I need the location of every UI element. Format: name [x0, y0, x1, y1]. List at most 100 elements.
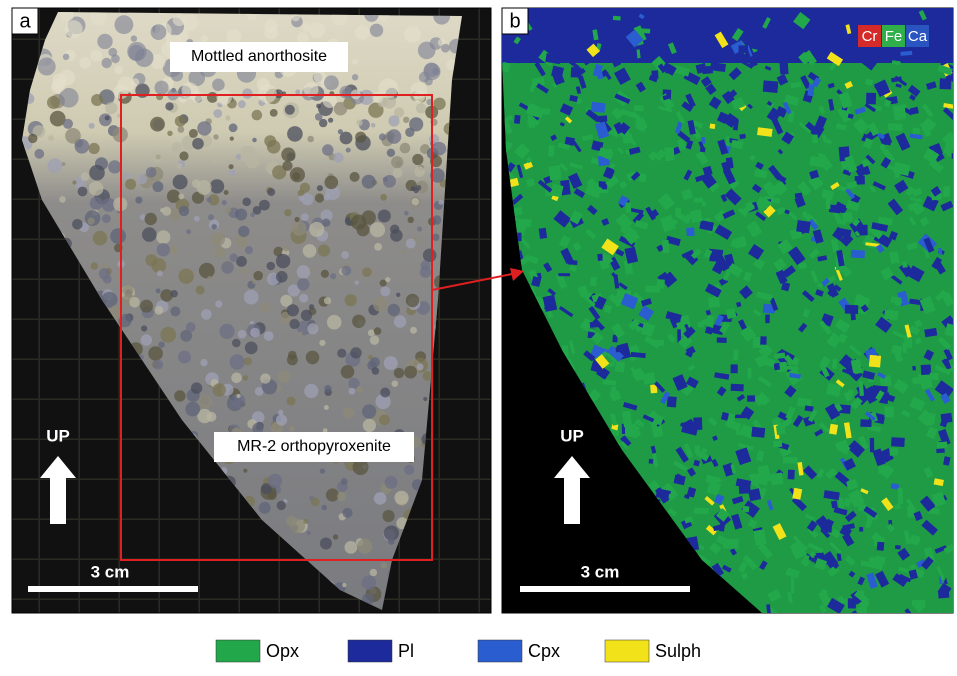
- texture-grain: [590, 322, 598, 328]
- texture-grain: [656, 21, 660, 32]
- texture-speck: [91, 94, 103, 106]
- texture-grain: [739, 134, 746, 139]
- texture-speck: [368, 355, 373, 360]
- texture-speck: [201, 35, 209, 43]
- texture-grain: [937, 442, 948, 449]
- texture-speck: [281, 148, 295, 162]
- texture-grain: [888, 123, 903, 131]
- texture-speck: [362, 404, 376, 418]
- texture-speck: [208, 214, 214, 220]
- texture-speck: [63, 54, 69, 60]
- texture-speck: [352, 59, 358, 65]
- texture-speck: [345, 294, 357, 306]
- texture-speck: [197, 121, 211, 135]
- texture-speck: [264, 331, 274, 341]
- texture-grain: [907, 506, 915, 518]
- texture-speck: [59, 196, 66, 203]
- texture-speck: [48, 135, 54, 141]
- texture-grain: [694, 507, 709, 514]
- texture-speck: [236, 394, 240, 398]
- texture-grain: [884, 407, 894, 418]
- texture-speck: [330, 273, 336, 279]
- texture-speck: [108, 160, 121, 173]
- orientation-label: UP: [46, 426, 70, 445]
- texture-speck: [380, 286, 390, 296]
- texture-speck: [417, 226, 422, 231]
- texture-speck: [135, 49, 154, 68]
- texture-speck: [132, 78, 139, 85]
- texture-grain: [739, 45, 749, 53]
- texture-speck: [385, 476, 398, 489]
- texture-grain: [829, 204, 841, 213]
- texture-grain: [548, 165, 561, 180]
- texture-speck: [211, 232, 225, 246]
- texture-speck: [151, 24, 167, 40]
- texture-grain: [577, 612, 593, 628]
- element-label: Ca: [908, 28, 928, 45]
- texture-grain: [686, 228, 694, 237]
- texture-speck: [72, 180, 76, 184]
- texture-speck: [150, 117, 165, 132]
- texture-grain: [597, 254, 603, 261]
- texture-speck: [229, 123, 238, 132]
- texture-speck: [406, 239, 416, 249]
- texture-speck: [304, 384, 318, 398]
- texture-grain: [776, 425, 786, 435]
- texture-speck: [243, 469, 247, 473]
- annotation: Mottled anorthosite: [191, 48, 327, 65]
- texture-grain: [788, 470, 795, 480]
- texture-speck: [89, 165, 105, 181]
- texture-speck: [368, 330, 375, 337]
- element-label: Cr: [862, 28, 878, 45]
- texture-speck: [301, 213, 309, 221]
- texture-speck: [388, 115, 399, 126]
- texture-speck: [342, 508, 352, 518]
- texture-grain: [779, 61, 788, 74]
- texture-speck: [146, 167, 157, 178]
- texture-speck: [373, 297, 388, 312]
- texture-grain: [626, 203, 632, 213]
- texture-speck: [370, 569, 377, 576]
- texture-grain: [915, 338, 921, 344]
- texture-speck: [175, 116, 186, 127]
- texture-speck: [406, 294, 419, 307]
- texture-speck: [140, 300, 153, 313]
- texture-speck: [333, 534, 338, 539]
- texture-speck: [250, 328, 260, 338]
- texture-grain: [930, 373, 939, 380]
- texture-grain: [702, 202, 706, 207]
- texture-speck: [258, 84, 277, 103]
- texture-speck: [89, 181, 104, 196]
- texture-grain: [859, 527, 863, 532]
- texture-grain: [760, 336, 766, 345]
- texture-grain: [921, 365, 931, 376]
- texture-speck: [80, 57, 91, 68]
- texture-grain: [613, 16, 621, 21]
- texture-speck: [423, 397, 427, 401]
- scale-label: 3 cm: [581, 562, 620, 581]
- texture-grain: [860, 419, 872, 427]
- texture-speck: [104, 190, 108, 194]
- texture-speck: [244, 357, 252, 365]
- texture-speck: [321, 270, 329, 278]
- legend-label: Cpx: [528, 641, 560, 661]
- texture-speck: [341, 365, 355, 379]
- texture-speck: [191, 91, 202, 102]
- texture-speck: [99, 113, 112, 126]
- texture-speck: [186, 229, 191, 234]
- texture-speck: [409, 117, 423, 131]
- texture-speck: [28, 134, 37, 143]
- texture-grain: [765, 315, 769, 324]
- texture-speck: [342, 583, 346, 587]
- texture-speck: [390, 229, 403, 242]
- texture-speck: [328, 118, 333, 123]
- texture-speck: [267, 188, 275, 196]
- texture-speck: [267, 262, 276, 271]
- texture-speck: [224, 190, 229, 195]
- texture-speck: [38, 58, 56, 76]
- texture-speck: [288, 351, 297, 360]
- texture-speck: [213, 383, 226, 396]
- texture-speck: [156, 230, 170, 244]
- texture-grain: [655, 340, 664, 346]
